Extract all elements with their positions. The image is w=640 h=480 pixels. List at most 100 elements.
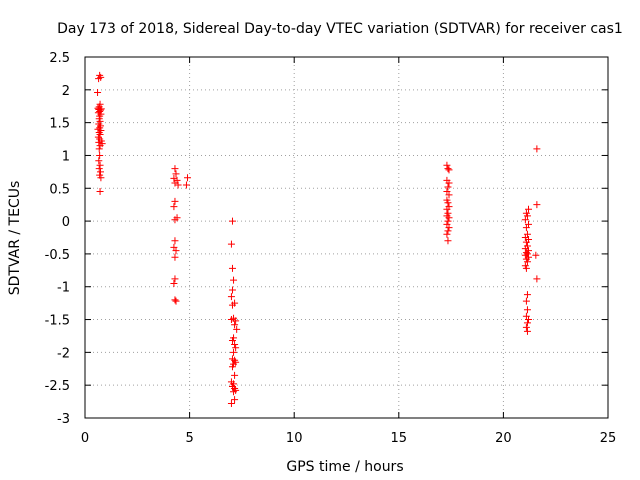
data-point (445, 166, 453, 174)
data-point (230, 388, 238, 396)
x-axis-title: GPS time / hours (286, 459, 403, 475)
data-point (170, 279, 178, 287)
y-tick-label: -1 (57, 281, 70, 296)
data-point (443, 161, 451, 169)
data-point (170, 203, 178, 211)
data-point (96, 161, 104, 169)
data-point (445, 224, 453, 232)
y-tick-label: 1 (62, 149, 70, 164)
data-points (94, 71, 541, 408)
y-axis-tick-labels: -3 -2.5 -2 -1.5 -1 -0.5 0 0.5 1 1.5 2 2.5 (45, 51, 70, 427)
data-point (533, 201, 541, 209)
data-point (445, 179, 453, 187)
data-point (228, 286, 236, 294)
x-axis-tick-labels: 0 5 10 15 20 25 (81, 431, 616, 446)
data-point (231, 396, 239, 404)
data-point (95, 145, 103, 153)
data-point (232, 317, 240, 325)
data-point (443, 230, 451, 238)
y-tick-label: -3 (57, 412, 70, 427)
data-point (96, 188, 104, 196)
data-point (233, 325, 241, 333)
data-point (228, 363, 236, 371)
data-point (172, 170, 180, 178)
data-point (171, 275, 179, 283)
data-point (227, 240, 235, 248)
data-point (523, 319, 531, 327)
data-point (445, 191, 453, 199)
data-point (444, 237, 452, 245)
data-point (522, 297, 530, 305)
grid-lines (85, 57, 608, 418)
data-point (443, 205, 451, 213)
data-point (228, 337, 236, 345)
x-tick-label: 15 (391, 431, 408, 446)
data-point (96, 142, 104, 150)
y-axis-title: SDTVAR / TECUs (7, 181, 23, 296)
data-point (523, 291, 531, 299)
data-point (522, 264, 530, 272)
y-tick-label: 2 (62, 84, 70, 99)
data-point (227, 293, 235, 301)
x-tick-label: 25 (600, 431, 617, 446)
data-point (230, 348, 238, 356)
data-point (171, 216, 179, 224)
data-point (95, 138, 103, 146)
chart-title: Day 173 of 2018, Sidereal Day-to-day VTE… (57, 21, 623, 37)
y-tick-label: -2 (57, 346, 70, 361)
data-point (94, 88, 102, 96)
data-point (94, 125, 102, 133)
data-point (171, 197, 179, 205)
y-tick-label: -0.5 (45, 248, 70, 263)
data-point (228, 217, 236, 225)
data-point (182, 181, 190, 189)
data-point (533, 275, 541, 283)
data-point (444, 199, 452, 207)
data-point (231, 321, 239, 329)
data-point (232, 344, 240, 352)
data-point (228, 301, 236, 309)
data-point (95, 157, 103, 165)
y-tick-label: 2.5 (49, 51, 70, 66)
data-point (227, 316, 235, 324)
data-point (444, 183, 452, 191)
data-point (522, 224, 530, 232)
axis-ticks (84, 56, 609, 419)
data-point (171, 165, 179, 173)
data-point (184, 174, 192, 182)
data-point (523, 258, 531, 266)
data-point (95, 165, 103, 173)
data-point (231, 371, 239, 379)
data-point (171, 253, 179, 261)
data-point (523, 306, 531, 314)
data-point (228, 264, 236, 272)
data-point (95, 75, 103, 83)
x-tick-label: 0 (81, 431, 89, 446)
x-tick-label: 5 (185, 431, 193, 446)
data-point (174, 181, 182, 189)
data-point (523, 212, 531, 220)
y-tick-label: 0 (62, 215, 70, 230)
data-point (230, 276, 238, 284)
y-tick-label: -1.5 (45, 314, 70, 329)
data-point (171, 296, 179, 304)
data-point (523, 327, 531, 335)
data-point (227, 400, 235, 408)
data-point (525, 316, 533, 324)
data-point (172, 297, 180, 305)
data-point (96, 151, 104, 159)
x-tick-label: 20 (495, 431, 512, 446)
data-point (521, 216, 529, 224)
data-point (522, 238, 530, 246)
data-point (444, 227, 452, 235)
data-point (444, 217, 452, 225)
y-tick-label: 1.5 (49, 117, 70, 132)
data-point (96, 168, 104, 176)
data-point (532, 251, 540, 259)
data-point (444, 165, 452, 173)
data-point (525, 205, 533, 213)
data-point (231, 340, 239, 348)
y-tick-label: 0.5 (49, 182, 70, 197)
data-point (445, 214, 453, 222)
